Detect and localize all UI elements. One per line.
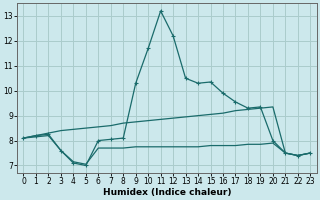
X-axis label: Humidex (Indice chaleur): Humidex (Indice chaleur) [103,188,231,197]
